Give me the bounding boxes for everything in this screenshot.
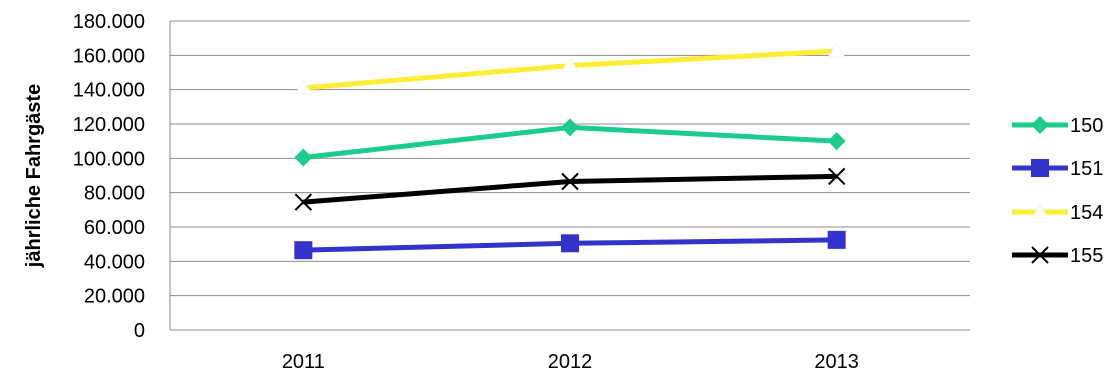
y-tick-label: 140.000 [73, 80, 145, 102]
y-tick-label: 20.000 [84, 286, 145, 308]
legend-label: 155 [1070, 245, 1103, 267]
legend-label: 154 [1070, 202, 1103, 224]
series-151 [294, 230, 846, 260]
data-point-155 [294, 193, 313, 211]
y-tick-label: 60.000 [84, 217, 145, 239]
data-point-155 [561, 172, 579, 191]
y-tick-label: 40.000 [84, 251, 145, 273]
data-point-150 [561, 118, 579, 137]
legend-item-154: 154 [1012, 202, 1103, 224]
legend-marker [1031, 159, 1049, 177]
legend-label: 151 [1070, 158, 1103, 180]
y-tick-label: 0 [134, 320, 145, 342]
data-point-155 [827, 167, 846, 186]
data-point-154 [827, 42, 846, 58]
legend-marker [1031, 116, 1049, 134]
legend-item-151: 151 [1012, 158, 1103, 180]
legend: 150 151 154 155 [1012, 115, 1103, 267]
y-tick-label: 120.000 [73, 114, 145, 136]
data-point-151 [561, 234, 579, 253]
y-tick-label: 180.000 [73, 11, 145, 33]
legend-marker [1031, 202, 1049, 219]
series-150 [294, 118, 846, 167]
legend-item-155: 155 [1012, 245, 1103, 267]
series-154 [294, 42, 846, 95]
y-axis-ticks: 0 20.000 40.000 60.000 80.000 100.000 120.000 1… [73, 11, 145, 342]
data-point-154 [294, 78, 313, 95]
series-group [294, 42, 846, 260]
series-155 [294, 167, 846, 211]
legend-label: 150 [1070, 115, 1103, 137]
x-tick-label: 2012 [548, 351, 593, 373]
legend-item-150: 150 [1012, 115, 1103, 137]
y-tick-label: 100.000 [73, 148, 145, 170]
y-tick-label: 160.000 [73, 45, 145, 67]
x-tick-label: 2011 [282, 351, 325, 373]
y-tick-label: 80.000 [84, 183, 145, 205]
legend-marker [1031, 246, 1049, 264]
data-point-151 [294, 241, 313, 260]
data-point-150 [827, 132, 846, 151]
data-point-151 [827, 230, 846, 249]
y-axis-label: jährliche Fahrgäste [23, 84, 45, 268]
data-point-154 [561, 56, 579, 73]
x-axis-ticks: 2011 2012 2013 [282, 351, 859, 373]
data-point-150 [294, 148, 313, 167]
x-tick-label: 2013 [814, 351, 859, 373]
